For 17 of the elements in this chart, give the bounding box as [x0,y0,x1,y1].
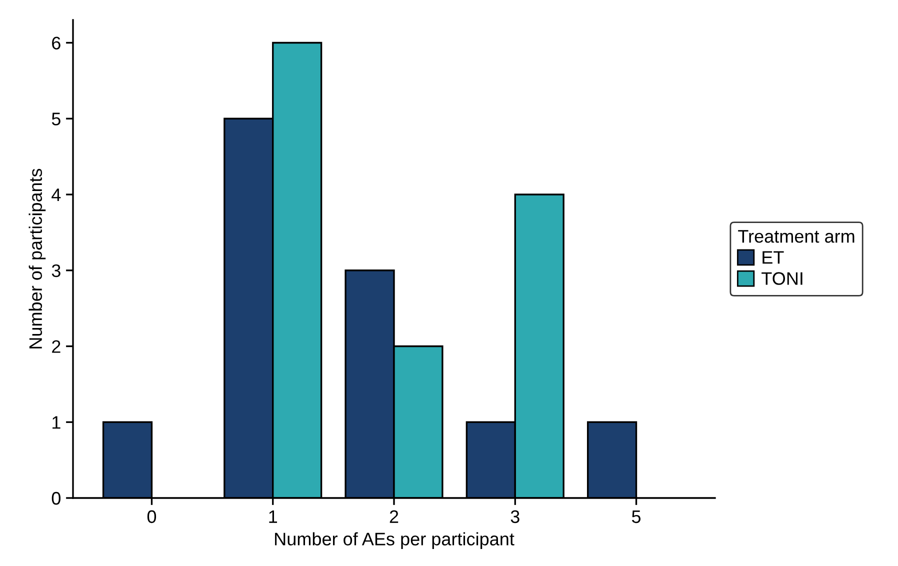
y-tick-label: 5 [52,112,60,126]
legend-label: ET [762,251,784,264]
x-tick-label: 0 [147,510,156,524]
legend-label: TONI [762,272,802,285]
x-tick-label: 3 [510,510,520,524]
x-tick-label: 1 [269,510,278,523]
x-tick-label: 2 [390,510,398,523]
y-tick-label: 2 [52,340,60,353]
y-tick-label: 6 [52,36,60,50]
y-tick-label: 0 [52,492,60,505]
x-axis-title: Number of AEs per participant [275,532,514,550]
y-tick-label: 1 [52,416,60,429]
y-tick-label: 3 [52,264,60,278]
y-tick-label: 4 [52,188,61,202]
legend-title: Treatment arm [738,230,854,243]
x-tick-label: 5 [632,510,641,524]
y-axis-title: Number of participants [28,168,46,348]
